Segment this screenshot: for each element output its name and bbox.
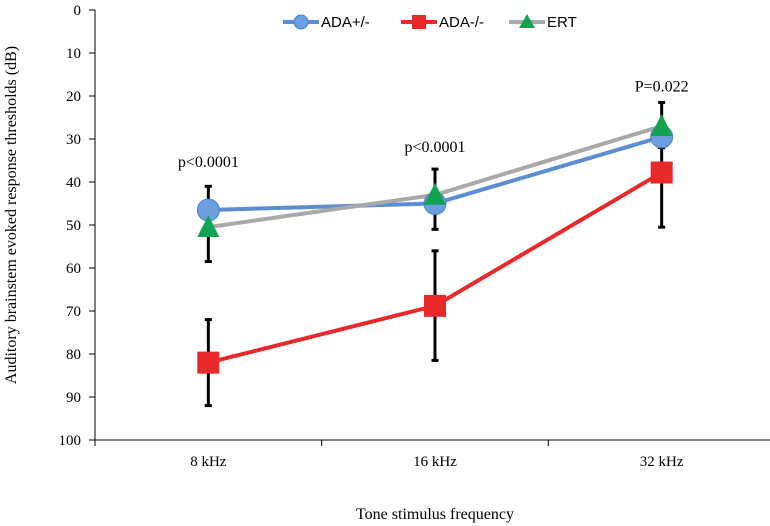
y-tick-label: 40: [66, 175, 81, 191]
x-ticks: 8 kHz 16 kHz 32 kHz: [94, 440, 684, 470]
legend: ADA+/- ADA-/- ERT: [283, 14, 577, 31]
significance-label: p<0.0001: [404, 139, 465, 156]
legend-marker: [293, 14, 309, 30]
data-point: [650, 114, 673, 136]
legend-marker: [412, 15, 426, 29]
significance-label: P=0.022: [635, 79, 689, 96]
x-tick-label: 16 kHz: [413, 454, 457, 470]
data-point: [424, 294, 446, 317]
legend-label: ADA-/-: [439, 14, 484, 31]
data-point: [650, 161, 673, 184]
y-ticks: 0 10 20 30 40 50 60 70 80 90 100: [59, 3, 95, 449]
data-point: [197, 351, 220, 374]
y-tick-label: 0: [74, 3, 82, 19]
y-tick-label: 70: [66, 304, 81, 320]
axes: [94, 10, 770, 441]
x-tick-label: 8 kHz: [190, 454, 227, 470]
legend-label: ADA+/-: [321, 14, 370, 31]
x-tick-label: 32 kHz: [640, 454, 684, 470]
y-tick-label: 50: [66, 218, 81, 234]
y-axis-label: Auditory brainstem evoked response thres…: [3, 46, 20, 384]
y-tick-label: 10: [66, 46, 81, 62]
x-axis-label: Tone stimulus frequency: [356, 506, 514, 523]
data-point: [424, 182, 446, 205]
y-tick-label: 80: [66, 347, 81, 363]
annotations: p<0.0001 p<0.0001 P=0.022: [178, 79, 689, 171]
y-tick-label: 90: [66, 390, 81, 406]
y-tick-label: 100: [59, 433, 82, 449]
legend-label: ERT: [547, 14, 577, 31]
y-tick-label: 20: [66, 89, 81, 105]
significance-label: p<0.0001: [178, 154, 239, 171]
y-tick-label: 60: [66, 261, 81, 277]
series-layer: [196, 100, 674, 408]
data-point: [197, 215, 220, 238]
y-tick-label: 30: [66, 132, 81, 148]
legend-marker: [519, 14, 535, 28]
